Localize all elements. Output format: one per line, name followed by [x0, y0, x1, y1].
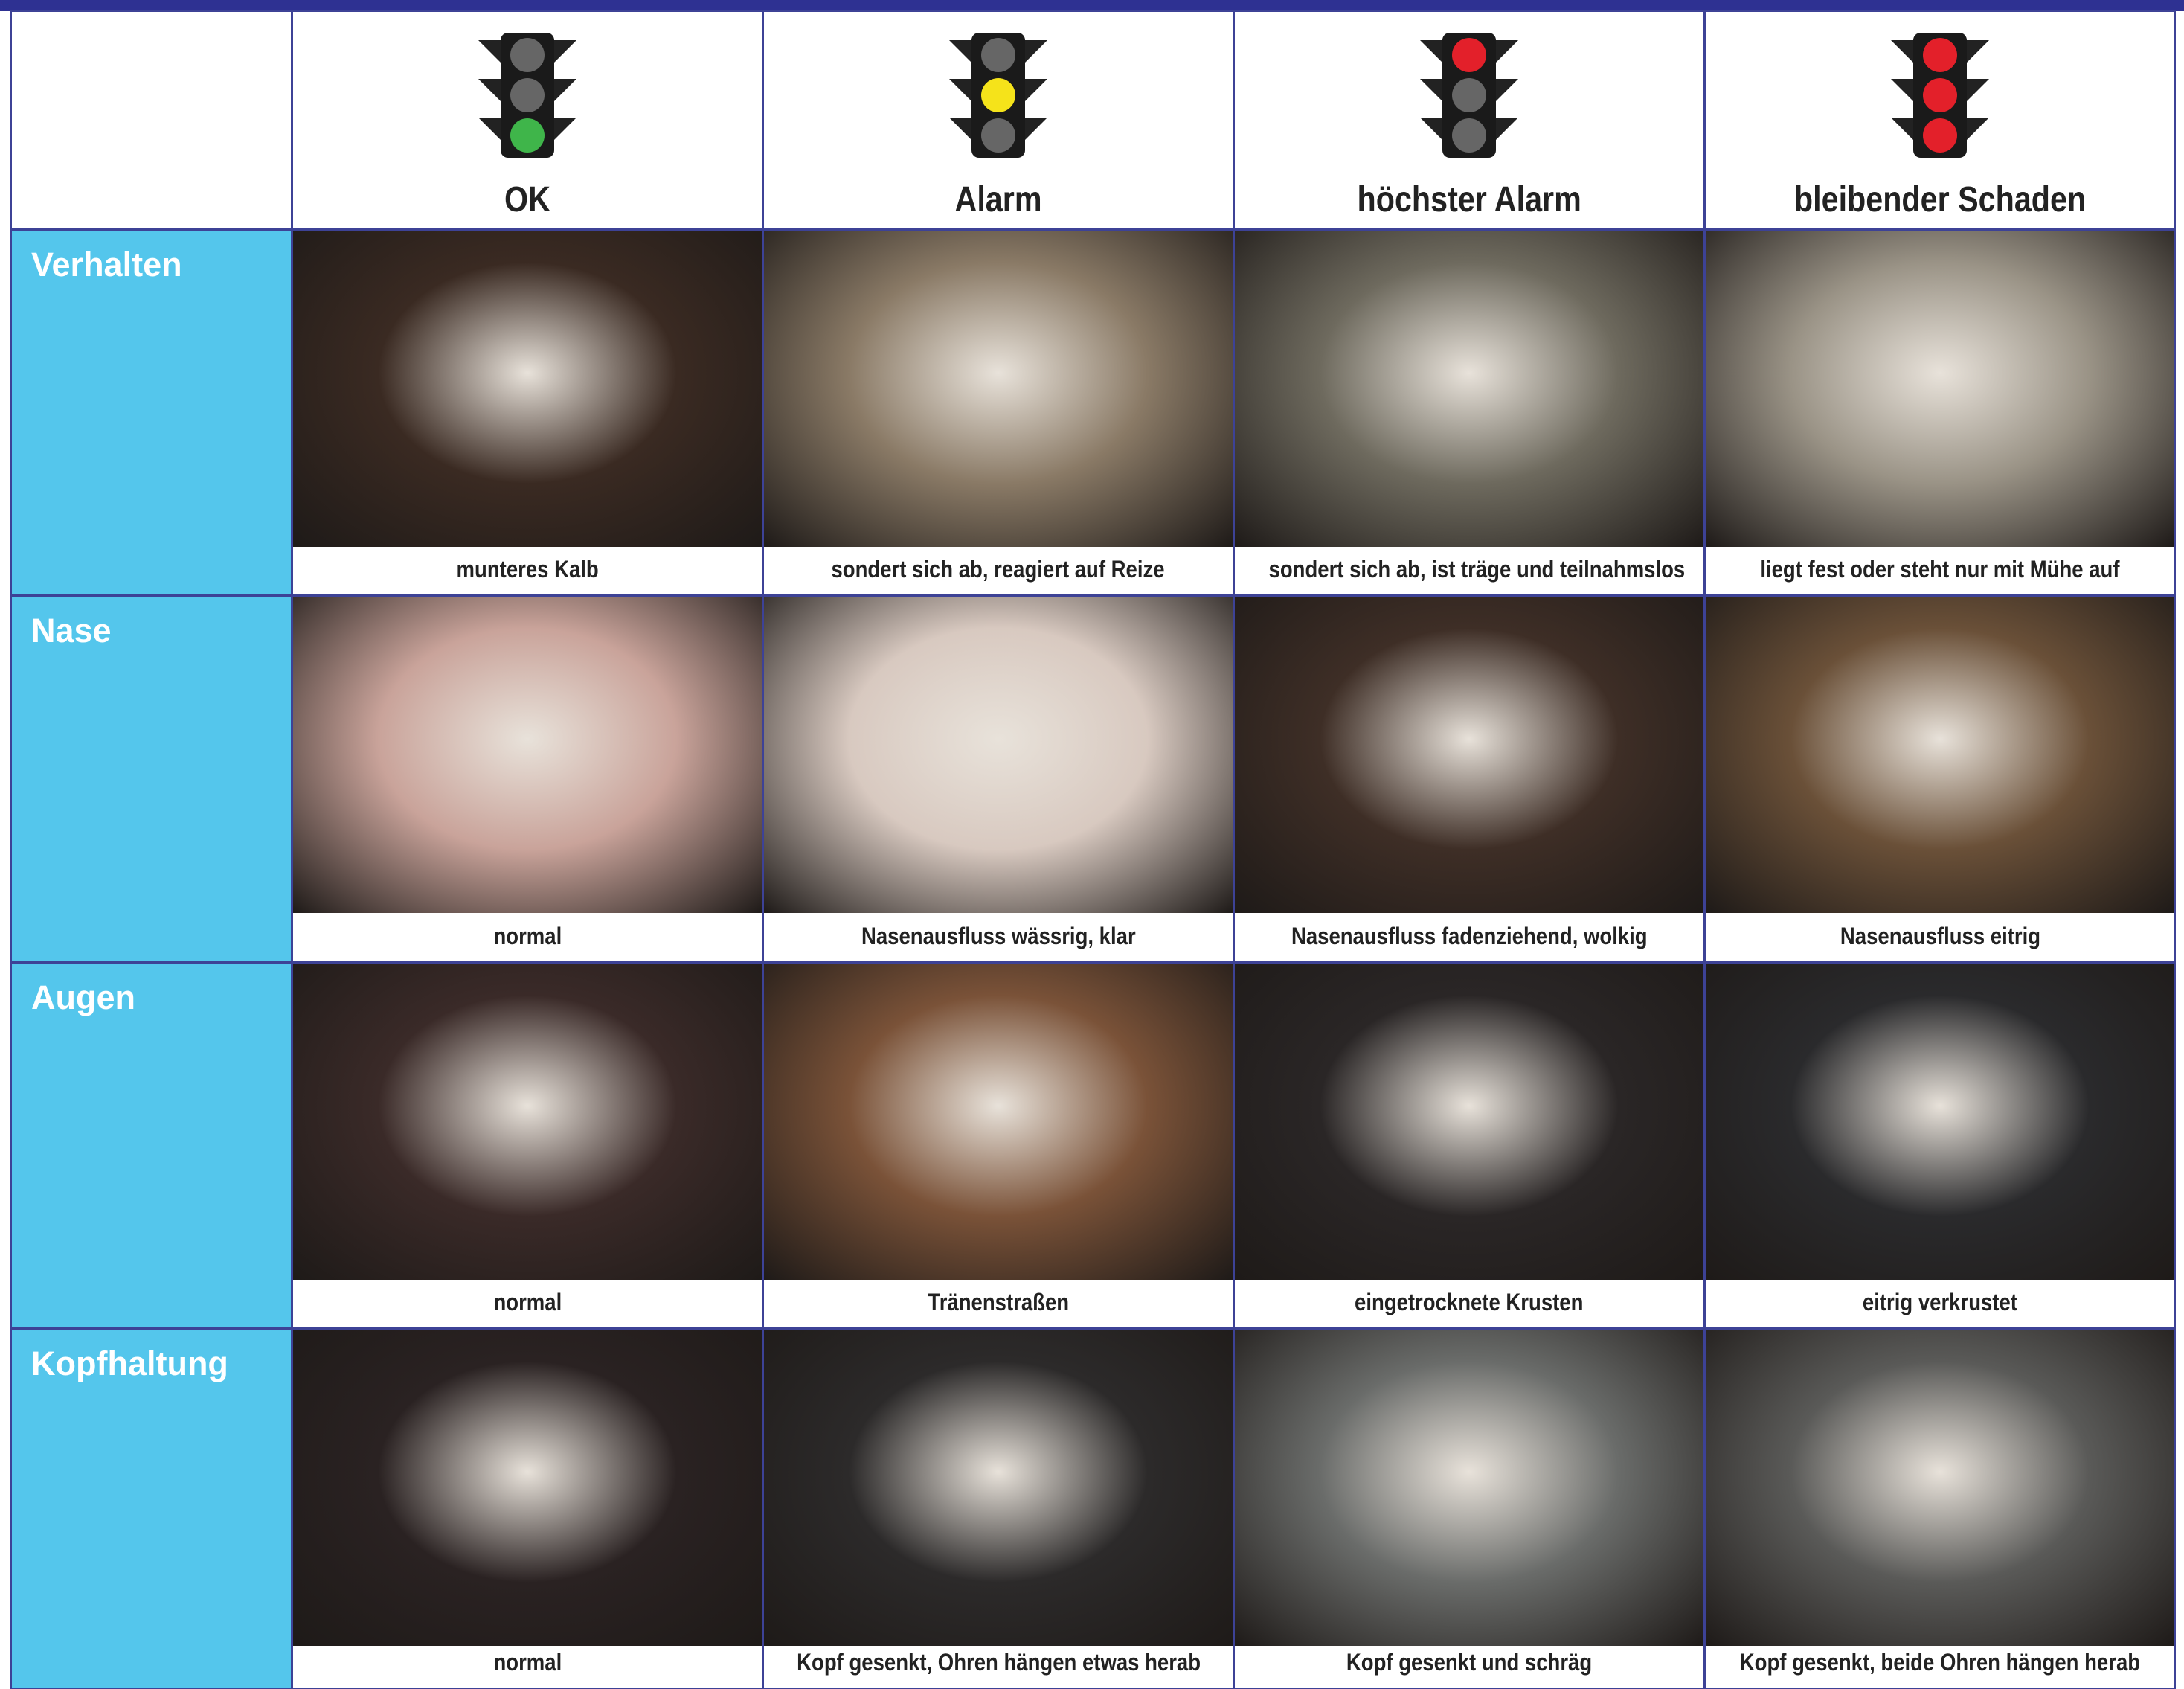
top-bar — [0, 0, 2184, 11]
image-cell: eitrig verkrustet — [1704, 962, 2176, 1329]
caption-text: Nasenausfluss eitrig — [1840, 923, 2040, 949]
image-cell: Nasenausfluss fadenziehend, wolkig — [1233, 595, 1705, 963]
column-title-text: OK — [504, 180, 550, 219]
caption: munteres Kalb — [293, 545, 762, 594]
traffic-light — [1891, 33, 1989, 158]
caption-text: Kopf gesenkt und schräg — [1346, 1649, 1593, 1676]
header-cell: bleibender Schaden — [1704, 10, 2176, 230]
image-cell: Kopf gesenkt und schräg — [1233, 1328, 1705, 1689]
caption-text: munteres Kalb — [456, 556, 599, 583]
image-cell: Kopf gesenkt, Ohren hängen etwas herab — [762, 1328, 1234, 1689]
row-label: Verhalten — [10, 229, 292, 596]
calf-photo — [1235, 1330, 1703, 1646]
caption: Nasenausfluss wässrig, klar — [764, 911, 1233, 961]
caption: Nasenausfluss fadenziehend, wolkig — [1235, 911, 1703, 961]
column-title-text: höchster Alarm — [1357, 180, 1581, 219]
caption-text: normal — [493, 923, 562, 949]
calf-photo — [293, 597, 762, 913]
caption-text: eitrig verkrustet — [1862, 1289, 2018, 1315]
image-cell: Kopf gesenkt, beide Ohren hängen herab — [1704, 1328, 2176, 1689]
caption-text: normal — [493, 1289, 562, 1315]
calf-photo — [1235, 231, 1703, 547]
caption-text: Tränenstraßen — [928, 1289, 1069, 1315]
traffic-light — [949, 33, 1047, 158]
caption-text: normal — [493, 1649, 562, 1676]
image-cell: sondert sich ab, reagiert auf Reize — [762, 229, 1234, 596]
image-cell: Nasenausfluss eitrig — [1704, 595, 2176, 963]
column-title: OK — [293, 179, 762, 220]
row-label: Augen — [10, 962, 292, 1329]
image-cell: sondert sich ab, ist träge und teilnahms… — [1233, 229, 1705, 596]
calf-photo — [1706, 964, 2174, 1280]
calf-photo — [764, 597, 1233, 913]
caption-text: Kopf gesenkt, Ohren hängen etwas herab — [797, 1649, 1201, 1676]
header-cell: Alarm — [762, 10, 1234, 230]
column-title: bleibender Schaden — [1706, 179, 2174, 220]
caption-text: sondert sich ab, ist träge und teilnahms… — [1268, 556, 1686, 583]
caption: sondert sich ab, reagiert auf Reize — [764, 545, 1233, 594]
calf-photo — [764, 1330, 1233, 1646]
traffic-light — [478, 33, 576, 158]
caption: normal — [293, 1638, 762, 1688]
image-cell: munteres Kalb — [292, 229, 763, 596]
caption: Nasenausfluss eitrig — [1706, 911, 2174, 961]
calf-photo — [1706, 231, 2174, 547]
calf-photo — [1706, 1330, 2174, 1646]
caption-text: liegt fest oder steht nur mit Mühe auf — [1760, 556, 2120, 583]
calf-photo — [764, 231, 1233, 547]
calf-photo — [1706, 597, 2174, 913]
calf-photo — [293, 1330, 762, 1646]
column-title: höchster Alarm — [1235, 179, 1703, 220]
calf-photo — [293, 964, 762, 1280]
corner-cell — [10, 10, 292, 230]
image-cell: normal — [292, 962, 763, 1329]
caption-text: sondert sich ab, reagiert auf Reize — [831, 556, 1166, 583]
header-cell: höchster Alarm — [1233, 10, 1705, 230]
image-cell: Tränenstraßen — [762, 962, 1234, 1329]
caption: normal — [293, 911, 762, 961]
header-cell: OK — [292, 10, 763, 230]
caption: Tränenstraßen — [764, 1278, 1233, 1327]
caption: eitrig verkrustet — [1706, 1278, 2174, 1327]
image-cell: normal — [292, 1328, 763, 1689]
calf-photo — [1235, 597, 1703, 913]
calf-photo — [293, 231, 762, 547]
image-cell: normal — [292, 595, 763, 963]
caption: eingetrocknete Krusten — [1235, 1278, 1703, 1327]
caption-text: Nasenausfluss wässrig, klar — [861, 923, 1136, 949]
caption: liegt fest oder steht nur mit Mühe auf — [1706, 545, 2174, 594]
calf-photo — [764, 964, 1233, 1280]
caption: Kopf gesenkt, beide Ohren hängen herab — [1706, 1638, 2174, 1688]
caption: Kopf gesenkt und schräg — [1235, 1638, 1703, 1688]
column-title-text: Alarm — [954, 180, 1042, 219]
image-cell: eingetrocknete Krusten — [1233, 962, 1705, 1329]
row-label: Kopfhaltung — [10, 1328, 292, 1689]
row-label: Nase — [10, 595, 292, 963]
caption: normal — [293, 1278, 762, 1327]
caption-text: eingetrocknete Krusten — [1355, 1289, 1584, 1315]
caption: sondert sich ab, ist träge und teilnahms… — [1235, 545, 1703, 594]
caption: Kopf gesenkt, Ohren hängen etwas herab — [764, 1638, 1233, 1688]
image-cell: liegt fest oder steht nur mit Mühe auf — [1704, 229, 2176, 596]
traffic-light — [1420, 33, 1518, 158]
column-title-text: bleibender Schaden — [1793, 180, 2087, 219]
caption-text: Kopf gesenkt, beide Ohren hängen herab — [1739, 1649, 2141, 1676]
column-title: Alarm — [764, 179, 1233, 220]
calf-photo — [1235, 964, 1703, 1280]
image-cell: Nasenausfluss wässrig, klar — [762, 595, 1234, 963]
caption-text: Nasenausfluss fadenziehend, wolkig — [1291, 923, 1648, 949]
